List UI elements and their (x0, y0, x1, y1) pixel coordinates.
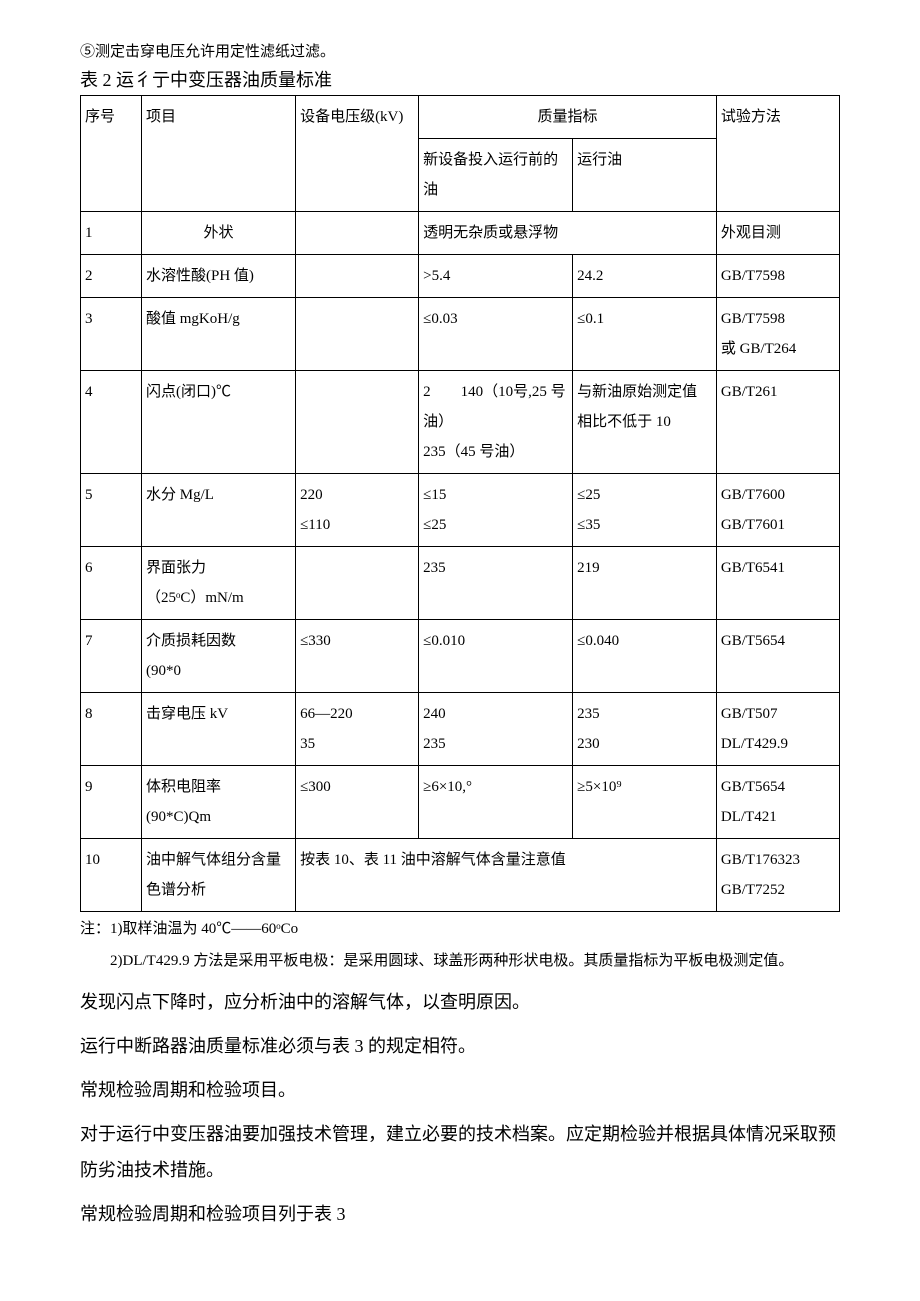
table-row: 4 闪点(闭口)℃ 2 140（10号,25 号油） 235（45 号油） 与新… (81, 370, 840, 473)
cell-run: ≤25 ≤35 (573, 473, 717, 546)
cell-new: ≤15 ≤25 (419, 473, 573, 546)
cell-method: GB/T507 DL/T429.9 (716, 692, 839, 765)
body-paragraph: 发现闪点下降时，应分析油中的溶解气体，以查明原因。 (80, 984, 840, 1020)
cell-seq: 6 (81, 546, 142, 619)
table-row: 3 酸值 mgKoH/g ≤0.03 ≤0.1 GB/T7598 或 GB/T2… (81, 297, 840, 370)
cell-method: GB/T5654 DL/T421 (716, 765, 839, 838)
cell-seq: 3 (81, 297, 142, 370)
cell-seq: 9 (81, 765, 142, 838)
cell-method: 外观目测 (716, 211, 839, 254)
cell-new-run: 透明无杂质或悬浮物 (419, 211, 717, 254)
table-row: 7 介质损耗因数 (90*0 ≤330 ≤0.010 ≤0.040 GB/T56… (81, 619, 840, 692)
cell-item: 水溶性酸(PH 值) (142, 254, 296, 297)
cell-volt (296, 370, 419, 473)
cell-seq: 1 (81, 211, 142, 254)
cell-run: 219 (573, 546, 717, 619)
header-new-oil: 新设备投入运行前的油 (419, 138, 573, 211)
cell-new: >5.4 (419, 254, 573, 297)
cell-seq: 10 (81, 838, 142, 911)
cell-seq: 2 (81, 254, 142, 297)
cell-new: ≤0.03 (419, 297, 573, 370)
body-paragraph: 对于运行中变压器油要加强技术管理，建立必要的技术档案。应定期检验并根据具体情况采… (80, 1116, 840, 1188)
header-seq: 序号 (81, 95, 142, 211)
cell-method: GB/T5654 (716, 619, 839, 692)
table-row: 2 水溶性酸(PH 值) >5.4 24.2 GB/T7598 (81, 254, 840, 297)
cell-item: 水分 Mg/L (142, 473, 296, 546)
cell-method: GB/T7598 或 GB/T264 (716, 297, 839, 370)
standards-table: 序号 项目 设备电压级(kV) 质量指标 试验方法 新设备投入运行前的油 运行油… (80, 95, 840, 912)
header-volt: 设备电压级(kV) (296, 95, 419, 211)
cell-item: 界面张力 （25ᵒC）mN/m (142, 546, 296, 619)
cell-new: ≤0.010 (419, 619, 573, 692)
cell-new: ≥6×10,° (419, 765, 573, 838)
table-row: 10 油中解气体组分含量色谱分析 按表 10、表 11 油中溶解气体含量注意值 … (81, 838, 840, 911)
cell-run: ≤0.1 (573, 297, 717, 370)
cell-volt: 66—220 35 (296, 692, 419, 765)
cell-volt (296, 254, 419, 297)
cell-volt: ≤300 (296, 765, 419, 838)
cell-seq: 8 (81, 692, 142, 765)
cell-item: 击穿电压 kV (142, 692, 296, 765)
cell-item: 体积电阻率 (90*C)Qm (142, 765, 296, 838)
footnote-1: 注：1)取样油温为 40℃——60ᵒCo (80, 914, 840, 944)
cell-volt: ≤330 (296, 619, 419, 692)
cell-method: GB/T6541 (716, 546, 839, 619)
table-row: 5 水分 Mg/L 220 ≤110 ≤15 ≤25 ≤25 ≤35 GB/T7… (81, 473, 840, 546)
table-row: 6 界面张力 （25ᵒC）mN/m 235 219 GB/T6541 (81, 546, 840, 619)
cell-volt (296, 211, 419, 254)
cell-method: GB/T176323 GB/T7252 (716, 838, 839, 911)
cell-item: 介质损耗因数 (90*0 (142, 619, 296, 692)
table-row: 8 击穿电压 kV 66—220 35 240 235 235 230 GB/T… (81, 692, 840, 765)
cell-volt-new-run: 按表 10、表 11 油中溶解气体含量注意值 (296, 838, 717, 911)
header-quality: 质量指标 (419, 95, 717, 138)
cell-new: 235 (419, 546, 573, 619)
cell-run: ≥5×10⁹ (573, 765, 717, 838)
cell-seq: 4 (81, 370, 142, 473)
cell-run: 235 230 (573, 692, 717, 765)
table-header-row-1: 序号 项目 设备电压级(kV) 质量指标 试验方法 (81, 95, 840, 138)
body-paragraph: 常规检验周期和检验项目列于表 3 (80, 1196, 840, 1232)
cell-method: GB/T261 (716, 370, 839, 473)
cell-method: GB/T7600 GB/T7601 (716, 473, 839, 546)
body-paragraph: 运行中断路器油质量标准必须与表 3 的规定相符。 (80, 1028, 840, 1064)
pre-note: ⑤测定击穿电压允许用定性滤纸过滤。 (80, 40, 840, 64)
table-row: 9 体积电阻率 (90*C)Qm ≤300 ≥6×10,° ≥5×10⁹ GB/… (81, 765, 840, 838)
cell-volt (296, 297, 419, 370)
header-item: 项目 (142, 95, 296, 211)
table-title: 表 2 运彳亍中变压器油质量标准 (80, 66, 840, 95)
cell-new: 2 140（10号,25 号油） 235（45 号油） (419, 370, 573, 473)
body-paragraph: 常规检验周期和检验项目。 (80, 1072, 840, 1108)
table-row: 1 外状 透明无杂质或悬浮物 外观目测 (81, 211, 840, 254)
footnote-2: 2)DL/T429.9 方法是采用平板电极：是采用圆球、球盖形两种形状电极。其质… (80, 946, 840, 976)
cell-seq: 7 (81, 619, 142, 692)
cell-item: 外状 (142, 211, 296, 254)
cell-item: 闪点(闭口)℃ (142, 370, 296, 473)
cell-volt (296, 546, 419, 619)
cell-run: ≤0.040 (573, 619, 717, 692)
header-method: 试验方法 (716, 95, 839, 211)
header-run-oil: 运行油 (573, 138, 717, 211)
cell-run: 24.2 (573, 254, 717, 297)
cell-run: 与新油原始测定值相比不低于 10 (573, 370, 717, 473)
cell-seq: 5 (81, 473, 142, 546)
cell-new: 240 235 (419, 692, 573, 765)
cell-volt: 220 ≤110 (296, 473, 419, 546)
cell-method: GB/T7598 (716, 254, 839, 297)
cell-item: 油中解气体组分含量色谱分析 (142, 838, 296, 911)
cell-item: 酸值 mgKoH/g (142, 297, 296, 370)
